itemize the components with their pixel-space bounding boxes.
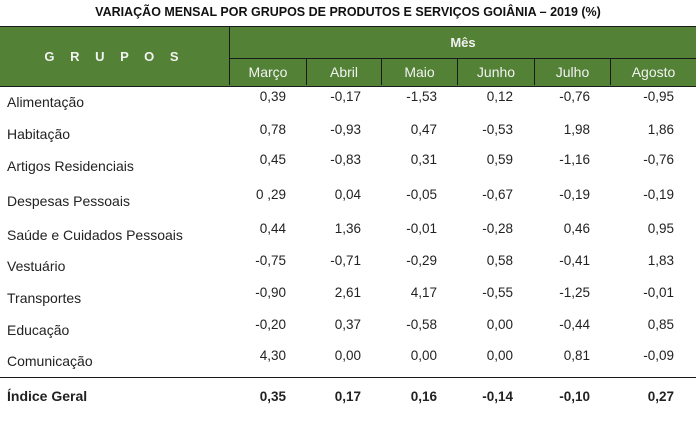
table-row: Educação -0,20 0,37 -0,58 0,00 -0,44 0,85 bbox=[0, 317, 696, 348]
cell-value: -0,71 bbox=[330, 253, 361, 268]
cell-value: 0,00 bbox=[334, 348, 361, 363]
cell-value: 0,45 bbox=[259, 152, 286, 167]
total-value: -0,14 bbox=[482, 389, 513, 404]
month-header-maio: Maio bbox=[381, 59, 457, 85]
cell-value: 0,00 bbox=[486, 317, 513, 332]
total-value: 0,27 bbox=[647, 389, 674, 404]
cell-value: 0,31 bbox=[410, 152, 437, 167]
cell-value: -0,19 bbox=[643, 187, 674, 202]
table-row: Artigos Residenciais 0,45 -0,83 0,31 0,59 -1,… bbox=[0, 152, 696, 184]
cell-value: 0,39 bbox=[259, 89, 286, 104]
cell-value: -0,17 bbox=[330, 89, 361, 104]
table-row: Saúde e Cuidados Pessoais 0,44 1,36 -0,01 -0… bbox=[0, 221, 696, 252]
table-title: VARIAÇÃO MENSAL POR GRUPOS DE PRODUTOS E… bbox=[95, 5, 601, 19]
cell-value: 0,47 bbox=[410, 122, 437, 137]
row-label: Artigos Residenciais bbox=[7, 158, 134, 174]
cell-value: -0,75 bbox=[255, 253, 286, 268]
cell-value: -0,28 bbox=[482, 221, 513, 236]
table-header: G R U P O S Mês Março Abril Maio Junho J… bbox=[0, 26, 696, 87]
cell-value: -1,53 bbox=[406, 89, 437, 104]
cell-value: 0,46 bbox=[563, 221, 590, 236]
cell-value: 0,44 bbox=[259, 221, 286, 236]
total-separator bbox=[0, 377, 696, 378]
row-label: Habitação bbox=[7, 126, 71, 142]
cell-value: -0,09 bbox=[643, 348, 674, 363]
cell-value: -0,58 bbox=[406, 317, 437, 332]
month-header-abril: Abril bbox=[306, 59, 381, 85]
cell-value: 0,81 bbox=[563, 348, 590, 363]
cell-value: 0,00 bbox=[486, 348, 513, 363]
cell-value: -1,25 bbox=[559, 285, 590, 300]
row-label: Vestuário bbox=[7, 258, 66, 274]
total-label: Índice Geral bbox=[7, 388, 88, 404]
month-group-header: Mês bbox=[230, 27, 696, 59]
cell-value: -0,44 bbox=[559, 317, 590, 332]
month-header-agosto: Agosto bbox=[610, 59, 696, 85]
table-row: Comunicação 4,30 0,00 0,00 0,00 0,81 -0,09 bbox=[0, 348, 696, 379]
cell-value: -0,19 bbox=[559, 187, 590, 202]
month-header-julho: Julho bbox=[534, 59, 610, 85]
cell-value: 1,86 bbox=[647, 122, 674, 137]
groups-column-header: G R U P O S bbox=[0, 27, 230, 85]
cell-value: 0,37 bbox=[334, 317, 361, 332]
cell-value: 0,00 bbox=[410, 348, 437, 363]
cell-value: -0,53 bbox=[482, 122, 513, 137]
total-value: -0,10 bbox=[559, 389, 590, 404]
cell-value: -0,20 bbox=[255, 317, 286, 332]
cell-value: -0,76 bbox=[559, 89, 590, 104]
table-row: Transportes -0,90 2,61 4,17 -0,55 -1,25 -0,01 bbox=[0, 285, 696, 316]
table-row: Despesas Pessoais 0 ,29 0,04 -0,05 -0,67 -0,1… bbox=[0, 187, 696, 218]
cell-value: 2,61 bbox=[334, 285, 361, 300]
month-header-junho: Junho bbox=[457, 59, 534, 85]
cell-value: 1,83 bbox=[647, 253, 674, 268]
table-row: Vestuário -0,75 -0,71 -0,29 0,58 -0,41 1,83 bbox=[0, 253, 696, 284]
cell-value: 1,98 bbox=[563, 122, 590, 137]
cell-value: -0,01 bbox=[643, 285, 674, 300]
cell-value: -0,67 bbox=[482, 187, 513, 202]
month-headers: Março Abril Maio Junho Julho Agosto bbox=[230, 59, 696, 85]
cell-value: -0,83 bbox=[330, 152, 361, 167]
total-value: 0,17 bbox=[334, 389, 361, 404]
cell-value: -0,29 bbox=[406, 253, 437, 268]
row-label: Comunicação bbox=[7, 353, 93, 369]
cell-value: 0,59 bbox=[486, 152, 513, 167]
cell-value: 0,78 bbox=[259, 122, 286, 137]
total-value: 0,16 bbox=[410, 389, 437, 404]
cell-value: -0,41 bbox=[559, 253, 590, 268]
row-label: Despesas Pessoais bbox=[7, 193, 130, 209]
cell-value: 0,12 bbox=[486, 89, 513, 104]
month-header-marco: Março bbox=[248, 64, 288, 80]
table-row: Habitação 0,78 -0,93 0,47 -0,53 1,98 1,86 bbox=[0, 122, 696, 152]
row-label: Transportes bbox=[7, 290, 82, 306]
total-row: Índice Geral 0,35 0,17 0,16 -0,14 -0,10 … bbox=[0, 388, 696, 416]
row-label: Saúde e Cuidados Pessoais bbox=[7, 227, 183, 243]
cell-value: -0,93 bbox=[330, 122, 361, 137]
row-label: Alimentação bbox=[7, 94, 85, 110]
cell-value: -0,90 bbox=[255, 285, 286, 300]
cell-value: -0,76 bbox=[643, 152, 674, 167]
cell-value: 0,58 bbox=[486, 253, 513, 268]
cell-value: 4,30 bbox=[259, 348, 286, 363]
table-row: Alimentação 0,39 -0,17 -1,53 0,12 -0,76 -0,95 bbox=[0, 89, 696, 120]
cell-value: -0,01 bbox=[406, 221, 437, 236]
cell-value: 1,36 bbox=[334, 221, 361, 236]
cell-value: 4,17 bbox=[410, 285, 437, 300]
cell-value: -0,05 bbox=[406, 187, 437, 202]
row-label: Educação bbox=[7, 322, 70, 338]
cell-value: 0 ,29 bbox=[255, 187, 286, 202]
cell-value: -0,55 bbox=[482, 285, 513, 300]
cell-value: 0,04 bbox=[334, 187, 361, 202]
total-value: 0,35 bbox=[259, 389, 286, 404]
cell-value: 0,85 bbox=[647, 317, 674, 332]
cell-value: -0,95 bbox=[643, 89, 674, 104]
cell-value: -1,16 bbox=[559, 152, 590, 167]
cell-value: 0,95 bbox=[647, 221, 674, 236]
